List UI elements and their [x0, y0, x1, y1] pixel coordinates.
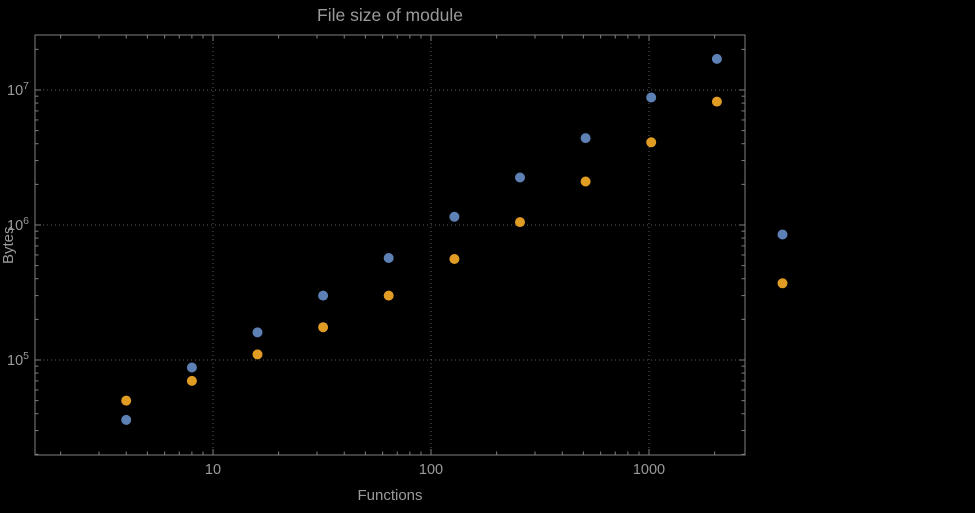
axis-ticks: [35, 35, 745, 455]
y-tick-label: 105: [7, 350, 29, 369]
data-point: [186, 362, 197, 373]
data-point: [121, 395, 132, 406]
data-point: [777, 278, 788, 289]
plot-frame: [34, 34, 746, 456]
data-point: [777, 229, 788, 240]
data-point: [252, 327, 263, 338]
data-point: [515, 172, 525, 183]
data-point: [515, 217, 525, 228]
data-point: [318, 290, 329, 301]
data-point: [646, 92, 657, 103]
data-point: [252, 349, 263, 360]
gridlines: [35, 35, 745, 455]
data-point: [449, 211, 460, 222]
data-point: [318, 322, 329, 333]
x-tick-labels: 10 100 1000: [205, 462, 665, 478]
series-2-points: [121, 96, 788, 406]
y-axis-label: Bytes: [0, 226, 17, 264]
data-point: [646, 137, 657, 148]
data-point: [711, 96, 722, 107]
data-point: [383, 253, 394, 263]
data-point: [711, 53, 722, 64]
data-point: [121, 414, 132, 425]
y-tick-labels: 105 106 107: [7, 80, 29, 369]
x-tick-label: 1000: [633, 462, 665, 478]
x-axis-label: Functions: [357, 487, 423, 504]
data-point: [580, 176, 591, 187]
x-tick-label: 100: [419, 462, 443, 478]
series-1-points: [121, 53, 788, 425]
data-point: [580, 133, 591, 144]
y-tick-label: 106: [7, 215, 29, 234]
x-tick-label: 10: [205, 462, 221, 478]
data-point: [186, 375, 197, 386]
data-point: [383, 290, 394, 301]
data-point: [449, 254, 460, 264]
chart-title: File size of module: [317, 5, 463, 25]
y-tick-label: 107: [7, 80, 29, 99]
